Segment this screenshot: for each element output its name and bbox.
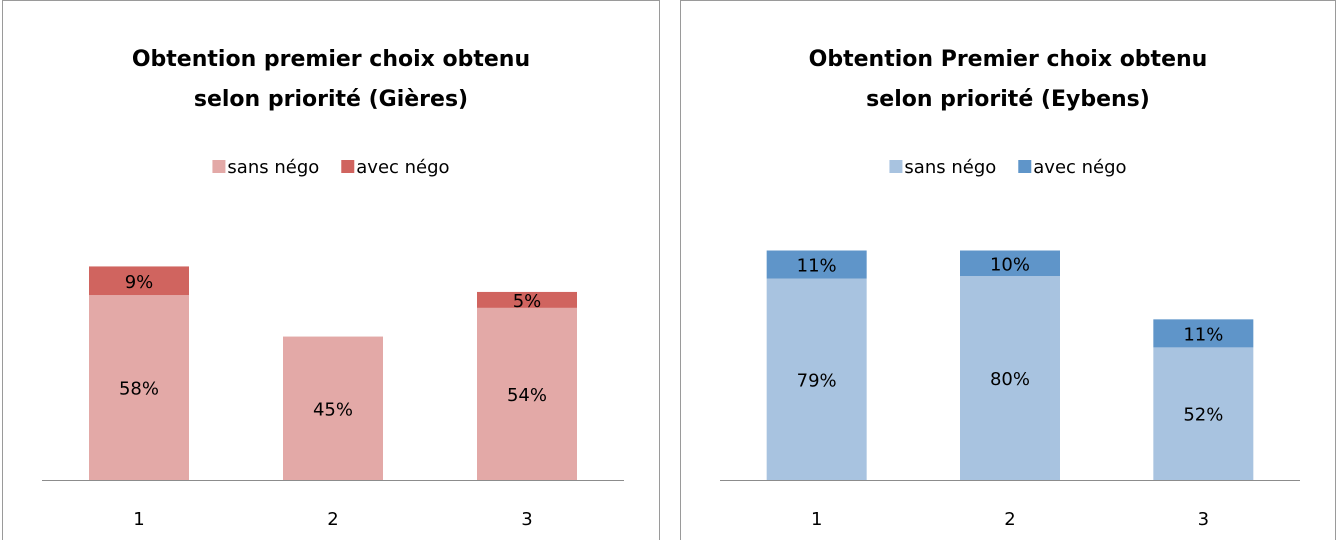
x-tick-label: 3	[1198, 509, 1209, 530]
legend-label: sans négo	[227, 157, 319, 178]
x-tick-label: 2	[327, 509, 338, 530]
data-label: 54%	[507, 385, 547, 406]
x-tick-label: 1	[811, 509, 822, 530]
bar-segment	[477, 291, 577, 308]
x-tick-label: 1	[133, 509, 144, 530]
bar-segment	[766, 250, 867, 279]
x-tick-label: 3	[521, 509, 532, 530]
bar-segment	[283, 336, 383, 480]
bar-segment	[89, 295, 189, 480]
data-label: 9%	[125, 272, 154, 293]
data-label: 45%	[313, 399, 353, 420]
data-label: 11%	[1183, 324, 1223, 345]
chart-title: Obtention premier choix obtenu	[132, 47, 530, 72]
data-label: 11%	[797, 256, 837, 277]
bar-segment	[960, 250, 1060, 276]
legend-label: sans négo	[904, 157, 996, 178]
bar-segment	[477, 307, 577, 480]
data-label: 5%	[513, 291, 542, 312]
data-label: 80%	[990, 369, 1030, 390]
data-label: 52%	[1183, 405, 1223, 426]
bar-segment	[1153, 319, 1254, 348]
data-label: 79%	[797, 370, 837, 391]
data-label: 58%	[119, 379, 159, 400]
panel-border	[680, 0, 1336, 540]
legend-swatch	[212, 160, 226, 173]
bar-segment	[960, 276, 1060, 480]
x-tick-label: 2	[1004, 509, 1015, 530]
legend-swatch	[341, 160, 355, 173]
legend-label: avec négo	[1033, 157, 1126, 178]
chart-title: selon priorité (Eybens)	[866, 87, 1150, 112]
legend-swatch	[889, 160, 903, 173]
bar-segment	[766, 278, 867, 480]
legend-swatch	[1018, 160, 1032, 173]
chart-title: Obtention Premier choix obtenu	[809, 47, 1208, 72]
panel-border	[2, 0, 660, 540]
chart-title: selon priorité (Gières)	[194, 87, 468, 112]
data-label: 10%	[990, 254, 1030, 275]
legend-label: avec négo	[356, 157, 449, 178]
bar-segment	[1153, 347, 1254, 480]
bar-segment	[89, 266, 189, 296]
